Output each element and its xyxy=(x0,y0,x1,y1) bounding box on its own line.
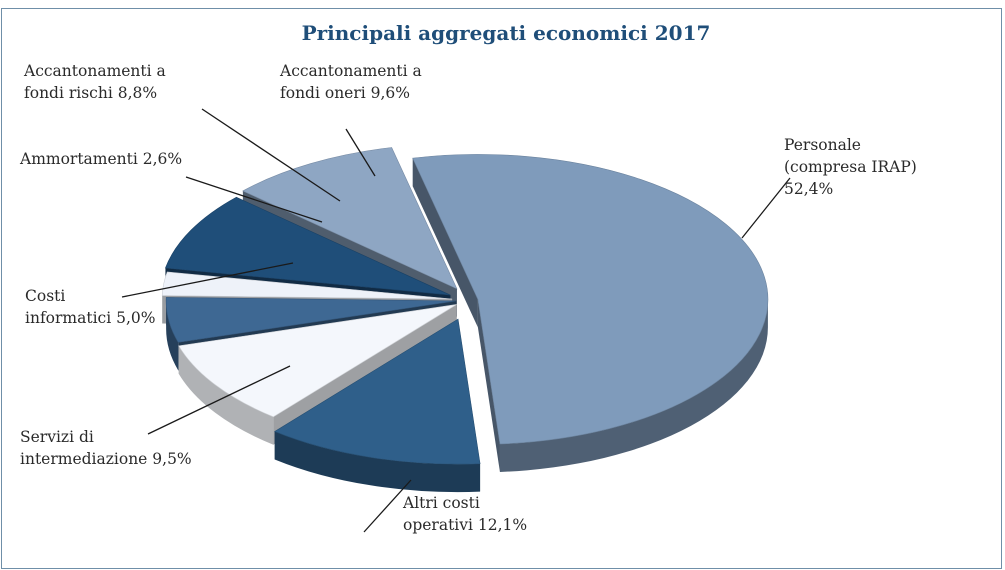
slice-label-line: fondi oneri 9,6% xyxy=(280,84,410,102)
slice-wall xyxy=(274,431,481,493)
slice-side-face xyxy=(477,299,500,472)
slice-label-6: Accantonamenti a fondi oneri 9,6% xyxy=(279,62,422,102)
slice-label-line: intermediazione 9,5% xyxy=(20,450,192,468)
leader-line-3 xyxy=(121,262,294,298)
chart-title: Principali aggregati economici 2017 xyxy=(302,21,711,45)
slice-label-3: Costi informatici 5,0% xyxy=(25,287,156,327)
slice-label-5: Accantonamenti a fondi rischi 8,8% xyxy=(23,62,166,102)
slice-label-line: operativi 12,1% xyxy=(403,516,527,534)
leader-line-4 xyxy=(185,176,323,223)
slice-label-line: Accantonamenti a xyxy=(279,62,422,80)
slice-label-line: Personale xyxy=(784,136,861,154)
leader-line-2 xyxy=(147,365,291,435)
slice-label-line: informatici 5,0% xyxy=(25,309,156,327)
slice-labels: Personale (compresa IRAP) 52,4% Altri costi… xyxy=(19,62,917,534)
pie-slice-0 xyxy=(412,154,769,472)
slice-wall xyxy=(499,299,768,472)
slice-side-face xyxy=(412,158,478,328)
leader-line-0 xyxy=(741,177,791,239)
slice-top xyxy=(165,196,451,296)
slice-label-line: Servizi di xyxy=(20,428,94,446)
slice-label-4: Ammortamenti 2,6% xyxy=(19,150,182,168)
slice-label-line: fondi rischi 8,8% xyxy=(24,84,157,102)
leader-line-5 xyxy=(201,108,341,202)
slice-label-line: (compresa IRAP) xyxy=(784,158,917,176)
pie-slice-1 xyxy=(274,318,481,493)
slice-label-line: Accantonamenti a xyxy=(23,62,166,80)
pie-slices xyxy=(161,147,769,493)
slice-top xyxy=(274,318,481,465)
leader-line-6 xyxy=(345,128,376,177)
slice-top xyxy=(161,271,453,300)
slice-label-0: Personale (compresa IRAP) 52,4% xyxy=(784,136,917,198)
leader-line-1 xyxy=(363,479,412,533)
slice-label-line: Ammortamenti 2,6% xyxy=(19,150,182,168)
slice-label-line: Altri costi xyxy=(402,494,480,512)
slice-top xyxy=(242,147,458,290)
slice-top xyxy=(178,304,457,418)
leader-lines xyxy=(121,108,791,533)
slice-wall xyxy=(178,345,274,445)
slice-top xyxy=(165,297,457,343)
slice-label-1: Altri costi operativi 12,1% xyxy=(402,494,527,534)
slice-label-2: Servizi di intermediazione 9,5% xyxy=(20,428,192,468)
slice-wall xyxy=(166,300,179,371)
slice-label-line: 52,4% xyxy=(784,180,833,198)
slice-top xyxy=(412,154,769,445)
slice-label-line: Costi xyxy=(25,287,65,305)
